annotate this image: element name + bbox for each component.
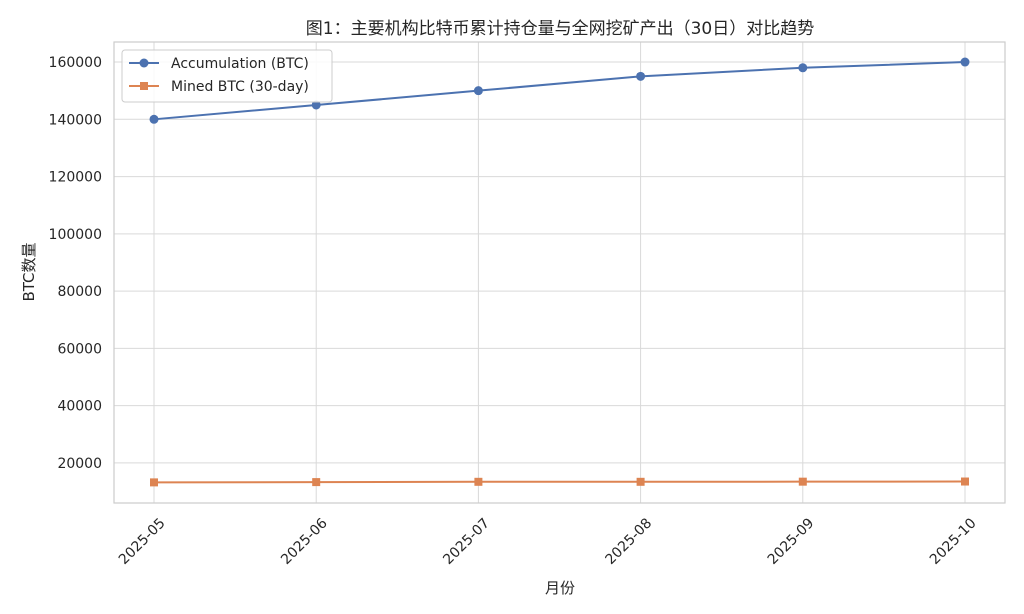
legend-marker (140, 82, 148, 90)
data-point (636, 477, 645, 486)
data-point (311, 100, 321, 110)
data-point (149, 114, 159, 124)
x-tick-label: 2025-10 (927, 515, 980, 568)
y-tick-label: 40000 (57, 399, 102, 415)
data-point (474, 477, 483, 486)
data-point (312, 478, 321, 487)
legend-marker (139, 58, 149, 68)
y-tick-label: 20000 (57, 456, 102, 472)
y-tick-label: 120000 (49, 170, 102, 186)
data-point (150, 478, 158, 487)
x-tick-label: 2025-07 (440, 515, 493, 568)
data-point (798, 477, 807, 486)
x-tick-label: 2025-09 (765, 515, 818, 568)
chart-title: 图1：主要机构比特币累计持仓量与全网挖矿产出（30日）对比趋势 (306, 19, 814, 39)
y-tick-label: 160000 (49, 55, 102, 71)
legend-label: Mined BTC (30-day) (171, 79, 309, 95)
legend-label: Accumulation (BTC) (171, 56, 309, 72)
legend: Accumulation (BTC) Mined BTC (30-day) (121, 49, 333, 103)
x-axis-label: 月份 (545, 579, 575, 597)
x-tick-label: 2025-05 (116, 515, 169, 568)
y-tick-label: 60000 (57, 341, 102, 357)
data-point (960, 57, 970, 67)
series-layer (149, 57, 970, 487)
grid-layer (114, 42, 1005, 503)
y-tick-label: 140000 (49, 112, 102, 128)
x-tick-label: 2025-06 (278, 515, 331, 568)
data-point (473, 86, 483, 96)
y-tick-label: 80000 (57, 284, 102, 300)
y-axis-label: BTC数量 (20, 242, 38, 301)
data-point (961, 477, 969, 486)
series-0 (149, 57, 970, 124)
plot-frame (113, 41, 1006, 504)
series-line (153, 480, 966, 484)
series-1 (150, 477, 969, 487)
data-point (798, 63, 808, 73)
x-tick-label: 2025-08 (603, 515, 656, 568)
data-point (636, 71, 646, 81)
tick-layer: 20000 40000 60000 80000 100000 120000 140000 16… (49, 55, 980, 568)
y-tick-label: 100000 (49, 227, 102, 243)
legend-box (121, 49, 333, 103)
series-line (153, 61, 966, 121)
